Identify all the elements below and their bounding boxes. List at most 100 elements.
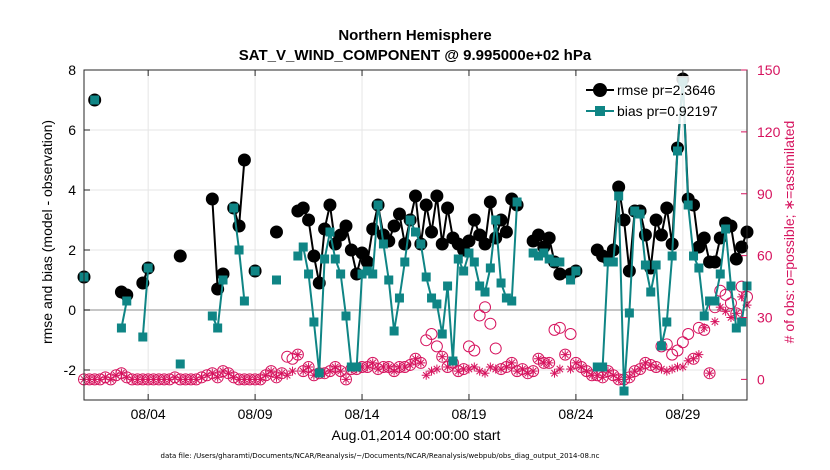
- bias-line: [141, 267, 150, 338]
- rmse-point: [441, 201, 455, 215]
- legend-rmse-label: rmse pr=2.3646: [617, 82, 716, 98]
- obs-assimilated-marker: [550, 368, 560, 378]
- bias-point: [640, 260, 650, 270]
- x-tick-label: 08/04: [131, 406, 166, 422]
- obs-possible-marker: [473, 309, 486, 322]
- obs-assimilated-marker: [721, 306, 731, 316]
- bias-point: [293, 251, 303, 261]
- obs-assimilated-marker: [362, 362, 372, 372]
- obs-assimilated-marker: [106, 374, 116, 384]
- y2-tick-label: 120: [757, 124, 781, 140]
- bias-point: [394, 293, 404, 303]
- bias-point: [138, 332, 148, 342]
- rmse-point: [697, 231, 711, 245]
- bias-point: [710, 296, 720, 306]
- obs-assimilated-marker: [560, 350, 570, 360]
- obs-assimilated-marker: [517, 364, 527, 374]
- rmse-point: [419, 198, 433, 212]
- obs-assimilated-marker: [138, 374, 148, 384]
- bias-point: [432, 299, 442, 309]
- bias-point: [411, 227, 420, 237]
- obs-assimilated-marker: [678, 362, 688, 372]
- bias-point: [368, 269, 378, 279]
- bias-point: [469, 257, 479, 267]
- rmse-point: [462, 234, 476, 248]
- obs-possible-marker: [682, 328, 695, 340]
- obs-assimilated-marker: [544, 358, 554, 368]
- obs-assimilated-marker: [336, 366, 346, 376]
- rmse-point: [296, 201, 310, 215]
- obs-assimilated-marker: [223, 368, 233, 378]
- bias-point: [116, 323, 126, 333]
- bias-point: [512, 197, 522, 207]
- y-tick-label: 0: [68, 302, 76, 318]
- obs-possible-marker: [553, 321, 566, 334]
- bias-point: [603, 257, 613, 267]
- obs-assimilated-marker: [635, 364, 645, 374]
- obs-assimilated-marker: [571, 358, 581, 368]
- bias-point: [475, 281, 485, 291]
- bias-point: [672, 146, 682, 156]
- obs-assimilated-marker: [304, 362, 314, 372]
- obs-assimilated-marker: [689, 354, 699, 364]
- bias-point: [715, 269, 725, 279]
- obs-assimilated-marker: [282, 370, 292, 380]
- bias-point: [480, 287, 490, 297]
- obs-assimilated-marker: [405, 360, 415, 370]
- bias-point: [683, 200, 693, 210]
- rmse-point: [654, 228, 668, 242]
- bias-point: [651, 260, 661, 270]
- bias-point: [453, 254, 463, 264]
- obs-assimilated-marker: [715, 302, 725, 312]
- x-tick-label: 08/09: [238, 406, 273, 422]
- rmse-point: [553, 267, 567, 281]
- bias-point: [175, 359, 185, 369]
- obs-assimilated-marker: [555, 364, 565, 374]
- obs-assimilated-marker: [293, 350, 303, 360]
- bias-point: [496, 278, 506, 288]
- obs-assimilated-marker: [154, 374, 164, 384]
- y2-tick-label: 150: [757, 62, 781, 78]
- rmse-point: [339, 219, 353, 233]
- y2-tick-label: 60: [757, 248, 773, 264]
- chart-subtitle: SAT_V_WIND_COMPONENT @ 9.995000e+02 hPa: [239, 47, 592, 64]
- obs-possible-marker: [425, 328, 438, 340]
- bias-point: [459, 266, 469, 276]
- obs-assimilated-marker: [421, 370, 431, 380]
- obs-assimilated-marker: [250, 374, 260, 384]
- bias-point: [373, 200, 383, 210]
- obs-assimilated-marker: [726, 313, 736, 322]
- bias-point: [533, 251, 543, 261]
- obs-assimilated-marker: [149, 374, 159, 384]
- bias-point: [218, 275, 228, 285]
- rmse-point: [269, 225, 283, 239]
- obs-assimilated-marker: [624, 372, 634, 382]
- rmse-point: [708, 255, 722, 269]
- bias-point: [400, 257, 410, 267]
- rmse-point: [237, 153, 251, 167]
- rmse-point: [622, 264, 636, 278]
- obs-assimilated-marker: [598, 372, 608, 382]
- bias-point: [662, 317, 672, 327]
- bias-point: [608, 257, 618, 267]
- bias-point: [239, 296, 249, 306]
- obs-assimilated-marker: [480, 368, 490, 378]
- legend-bias-marker: [595, 106, 605, 116]
- rmse-point: [735, 240, 749, 254]
- x-tick-label: 08/29: [665, 406, 700, 422]
- y-tick-label: 2: [68, 242, 76, 258]
- obs-possible-marker: [548, 323, 561, 336]
- obs-assimilated-marker: [566, 364, 576, 374]
- y-tick-label: 4: [68, 182, 76, 198]
- bias-point: [507, 296, 517, 306]
- rmse-point: [398, 237, 412, 251]
- bias-point: [314, 368, 324, 378]
- bias-point: [346, 362, 356, 372]
- bias-point: [357, 269, 367, 279]
- obs-possible-marker: [703, 367, 716, 380]
- bias-point: [614, 191, 624, 201]
- bias-point: [656, 341, 666, 351]
- bias-point: [207, 311, 217, 321]
- obs-assimilated-marker: [239, 374, 249, 384]
- obs-assimilated-marker: [507, 358, 517, 368]
